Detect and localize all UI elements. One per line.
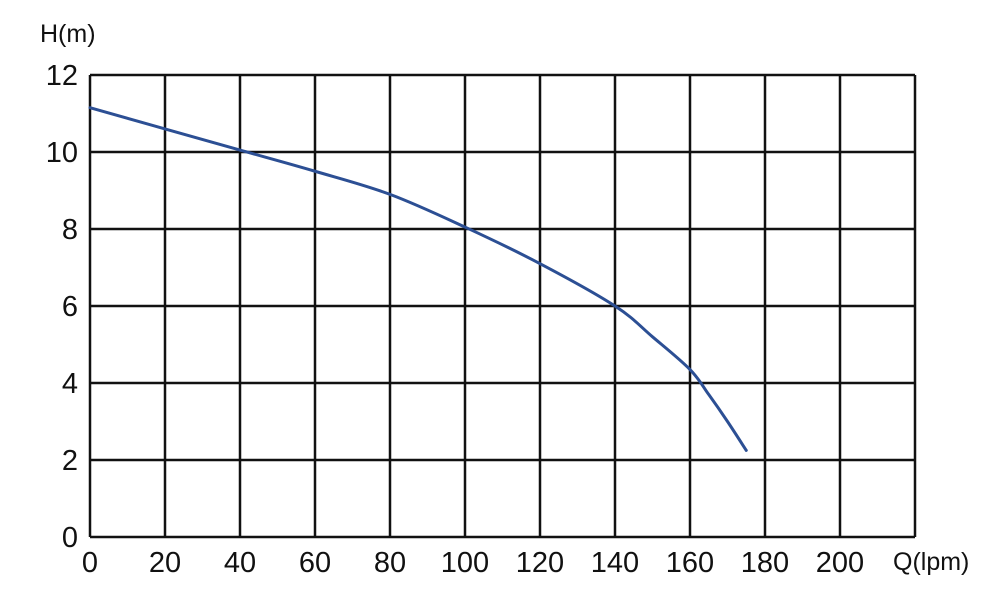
x-tick-label: 20 xyxy=(149,547,181,579)
x-tick-label: 80 xyxy=(374,547,406,579)
y-tick-label: 4 xyxy=(62,368,78,400)
x-tick-label: 160 xyxy=(666,547,714,579)
label-layer: H(m) Q(lpm) 0 20 40 60 80 100 120 140 160 180 200 0… xyxy=(40,20,969,579)
y-tick-label: 10 xyxy=(46,137,78,169)
grid-layer xyxy=(88,73,917,539)
x-tick-label: 180 xyxy=(741,547,789,579)
x-tick-label: 0 xyxy=(82,547,98,579)
x-tick-label: 120 xyxy=(516,547,564,579)
y-tick-label: 12 xyxy=(46,60,78,92)
y-tick-label: 8 xyxy=(62,214,78,246)
y-axis-title: H(m) xyxy=(40,20,96,48)
y-tick-label: 6 xyxy=(62,291,78,323)
x-tick-label: 40 xyxy=(224,547,256,579)
x-tick-label: 200 xyxy=(816,547,864,579)
series-line xyxy=(88,106,748,452)
x-tick-label: 100 xyxy=(441,547,489,579)
x-axis-title: Q(lpm) xyxy=(893,548,969,576)
series-layer xyxy=(88,106,748,452)
x-tick-label: 140 xyxy=(591,547,639,579)
y-tick-label: 0 xyxy=(62,522,78,554)
x-tick-label: 60 xyxy=(299,547,331,579)
y-tick-label: 2 xyxy=(62,445,78,477)
